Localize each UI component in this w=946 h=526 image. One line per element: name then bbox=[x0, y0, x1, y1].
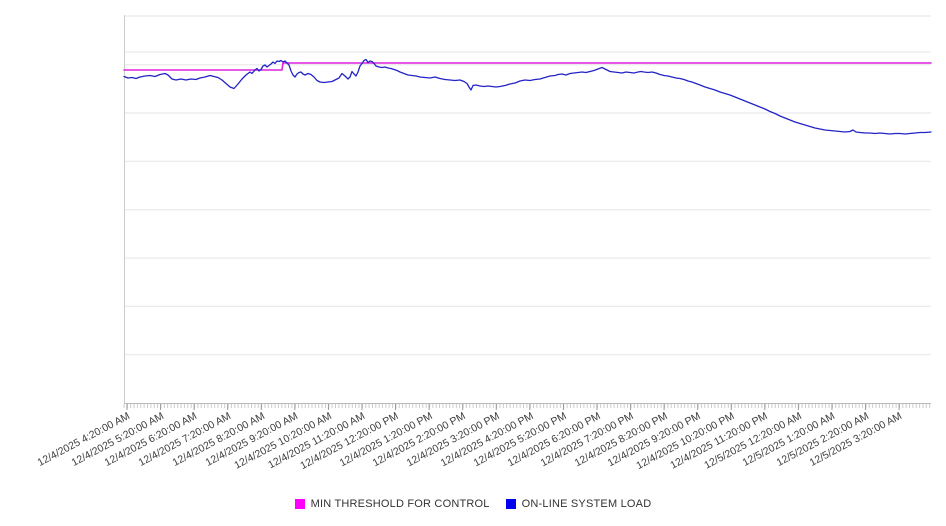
series-line-min-threshold-for-control bbox=[123, 62, 932, 71]
plot-area bbox=[123, 15, 932, 410]
legend: MIN THRESHOLD FOR CONTROL ON-LINE SYSTEM… bbox=[0, 498, 946, 510]
x-axis-minor-ticks bbox=[123, 404, 931, 408]
online-system-load-swatch-icon bbox=[505, 499, 516, 509]
legend-label: ON-LINE SYSTEM LOAD bbox=[521, 498, 652, 510]
legend-label: MIN THRESHOLD FOR CONTROL bbox=[310, 498, 490, 510]
legend-item-min-threshold: MIN THRESHOLD FOR CONTROL bbox=[294, 498, 490, 510]
x-axis-major-ticks bbox=[126, 404, 900, 410]
min-threshold-swatch-icon bbox=[294, 499, 305, 509]
series-line-on-line-system-load bbox=[123, 58, 932, 135]
legend-item-online-system-load: ON-LINE SYSTEM LOAD bbox=[505, 498, 652, 510]
